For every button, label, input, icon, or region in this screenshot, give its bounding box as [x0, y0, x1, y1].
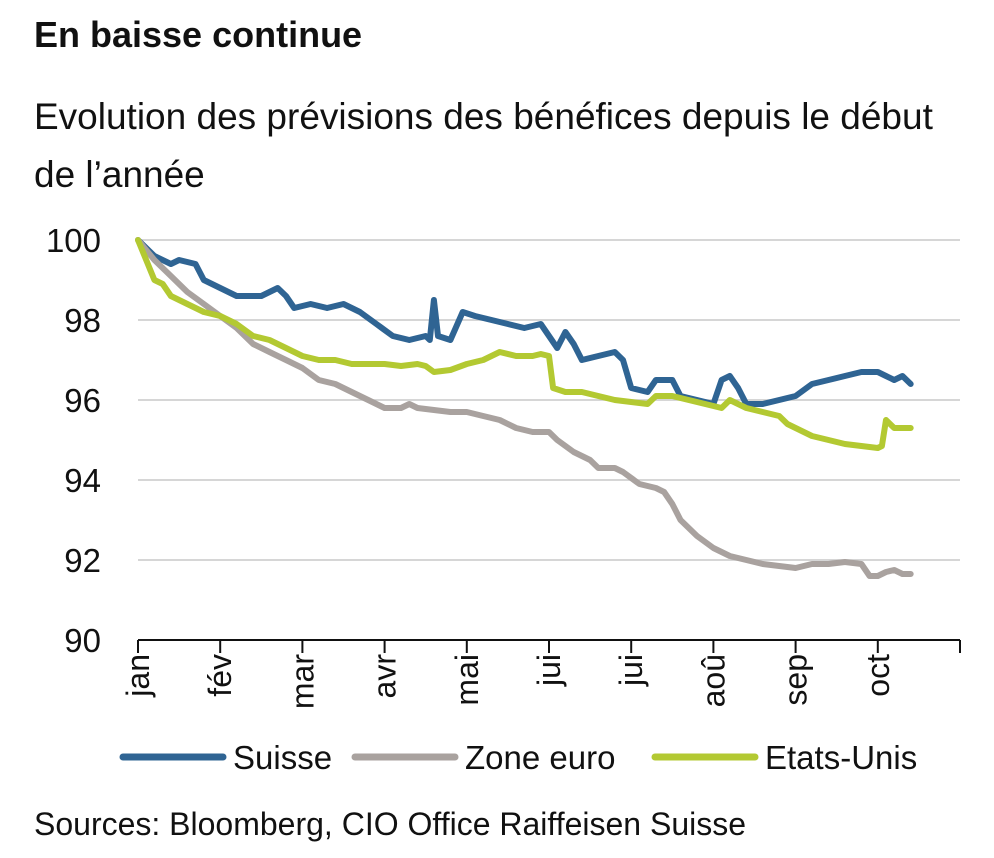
series-lines	[135, 237, 914, 579]
x-axis: jan fév mar avr mai jui jui aoû sep oct	[120, 639, 961, 709]
chart-subtitle: Evolution des prévisions des bénéfices d…	[34, 96, 933, 195]
y-tick-label: 98	[64, 302, 101, 339]
y-tick-label: 92	[64, 542, 101, 579]
x-tick-label: mar	[284, 654, 320, 709]
x-tick-label: jan	[120, 654, 156, 698]
x-tick-label: sep	[778, 654, 814, 706]
legend-label: Etats-Unis	[765, 739, 917, 776]
x-tick-label: oct	[860, 654, 896, 697]
x-tick-label: mai	[449, 654, 485, 706]
legend: Suisse Zone euro Etats-Unis	[119, 739, 917, 776]
y-tick-label: 90	[64, 622, 101, 659]
x-tick-label: jui	[531, 654, 567, 687]
y-tick-label: 96	[64, 382, 101, 419]
series-line-suisse	[135, 237, 914, 407]
legend-label: Zone euro	[465, 739, 615, 776]
x-tick-label: aoû	[695, 654, 731, 707]
series-line-etats-unis	[135, 237, 914, 451]
gridlines	[138, 239, 960, 561]
x-tick-label: fév	[202, 654, 238, 697]
x-tick-label: jui	[613, 654, 649, 687]
y-tick-label: 100	[46, 222, 101, 259]
source-note: Sources: Bloomberg, CIO Office Raiffeise…	[34, 806, 747, 842]
legend-label: Suisse	[233, 739, 332, 776]
y-tick-label: 94	[64, 462, 101, 499]
x-tick-label: avr	[367, 654, 403, 699]
chart-title: En baisse continue	[34, 14, 363, 55]
series-line-zone-euro	[135, 237, 914, 579]
y-axis-tick-labels: 90 92 94 96 98 100	[46, 222, 101, 659]
